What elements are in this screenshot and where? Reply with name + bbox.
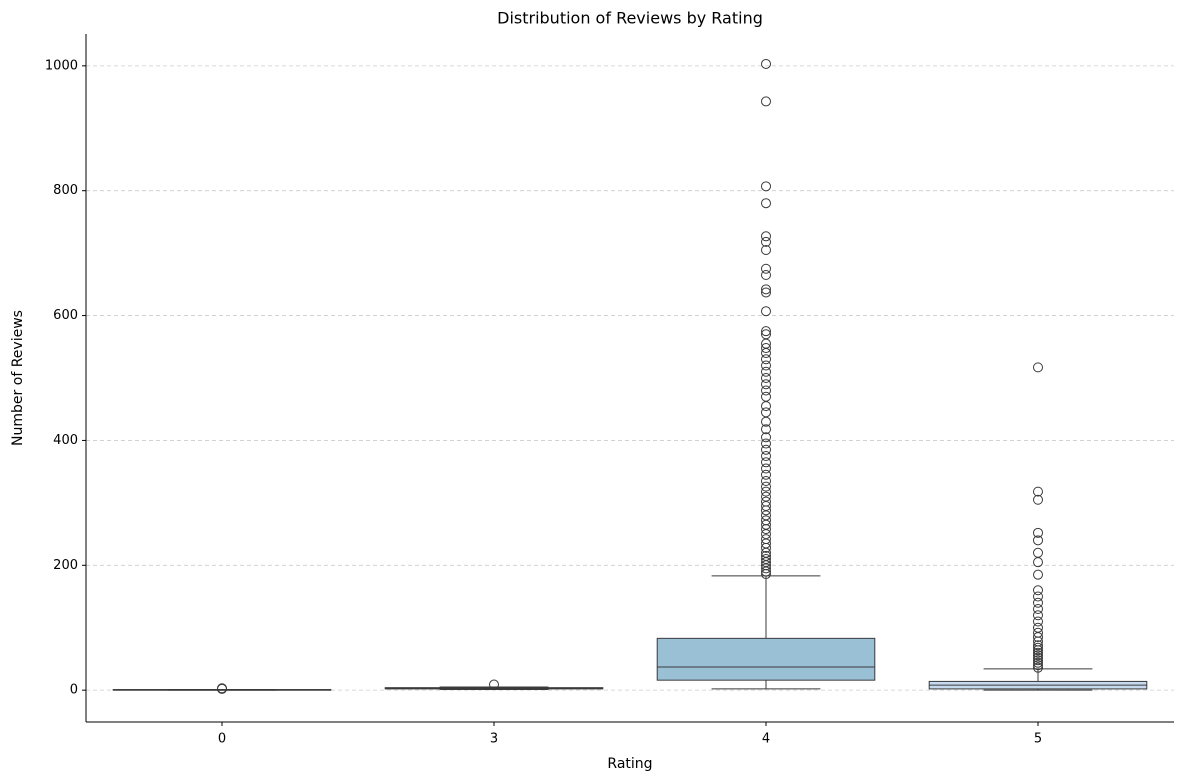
outlier — [761, 469, 771, 480]
outlier — [761, 432, 771, 443]
outlier — [761, 496, 771, 507]
outlier — [761, 385, 771, 396]
outlier — [1033, 642, 1043, 653]
outlier — [761, 96, 771, 107]
x-tick-label: 0 — [218, 732, 226, 747]
outlier — [761, 457, 771, 468]
outlier — [761, 236, 771, 247]
outlier — [761, 379, 771, 390]
x-tick-label: 3 — [490, 732, 498, 747]
outlier — [761, 444, 771, 455]
outlier — [761, 550, 771, 561]
outlier — [761, 476, 771, 487]
outlier — [761, 329, 771, 340]
outlier — [761, 326, 771, 337]
outlier — [1033, 547, 1043, 558]
outlier — [1033, 622, 1043, 633]
outlier — [1033, 647, 1043, 658]
outlier — [489, 679, 499, 690]
outlier — [761, 424, 771, 435]
outlier — [1033, 527, 1043, 538]
outlier — [761, 373, 771, 383]
outlier — [1033, 657, 1043, 668]
x-axis-label: Rating — [607, 756, 652, 772]
outlier — [761, 181, 771, 192]
x-tick-label: 4 — [762, 732, 770, 747]
outlier — [761, 287, 771, 298]
outlier — [1033, 535, 1043, 546]
outlier — [761, 554, 771, 565]
outlier — [761, 263, 771, 274]
y-tick-label: 600 — [53, 308, 78, 323]
outlier — [761, 401, 771, 412]
outlier — [761, 463, 771, 474]
outlier — [217, 683, 227, 694]
outlier — [761, 515, 771, 526]
outlier — [761, 269, 771, 280]
outlier — [761, 534, 771, 545]
outlier — [1033, 486, 1043, 497]
outlier — [761, 343, 771, 354]
outlier — [761, 198, 771, 209]
outlier — [1033, 627, 1043, 638]
outlier — [1033, 640, 1043, 651]
outlier — [761, 284, 771, 295]
y-axis-label: Number of Reviews — [10, 310, 26, 446]
outlier — [1033, 603, 1043, 614]
y-tick-label: 1000 — [45, 58, 78, 73]
outlier — [1033, 591, 1043, 602]
outlier — [761, 245, 771, 256]
x-tick-label: 5 — [1034, 732, 1042, 747]
chart-title: Distribution of Reviews by Rating — [497, 9, 763, 28]
outlier — [1033, 362, 1043, 373]
outlier — [1033, 660, 1043, 671]
outlier — [761, 306, 771, 317]
y-tick-label: 400 — [53, 433, 78, 448]
outlier — [1033, 655, 1043, 666]
y-tick-label: 0 — [70, 683, 78, 698]
outlier — [1033, 652, 1043, 663]
y-tick-label: 800 — [53, 183, 78, 198]
box — [656, 637, 876, 681]
outlier — [761, 407, 771, 418]
outlier — [761, 491, 771, 502]
outlier — [761, 366, 771, 377]
outlier — [761, 481, 771, 492]
outlier — [761, 391, 771, 402]
outlier — [1033, 494, 1043, 505]
outlier — [761, 58, 771, 69]
outlier — [761, 354, 771, 365]
outlier — [1033, 662, 1043, 673]
outlier — [761, 438, 771, 449]
outlier — [761, 360, 771, 371]
outlier — [1033, 597, 1043, 608]
outlier — [1033, 585, 1043, 596]
outlier — [761, 486, 771, 497]
outlier — [1033, 616, 1043, 627]
outlier — [1033, 650, 1043, 661]
outlier — [1033, 569, 1043, 580]
outlier — [761, 451, 771, 462]
y-tick-label: 200 — [53, 558, 78, 573]
outlier — [1033, 610, 1043, 621]
outlier — [761, 231, 771, 242]
